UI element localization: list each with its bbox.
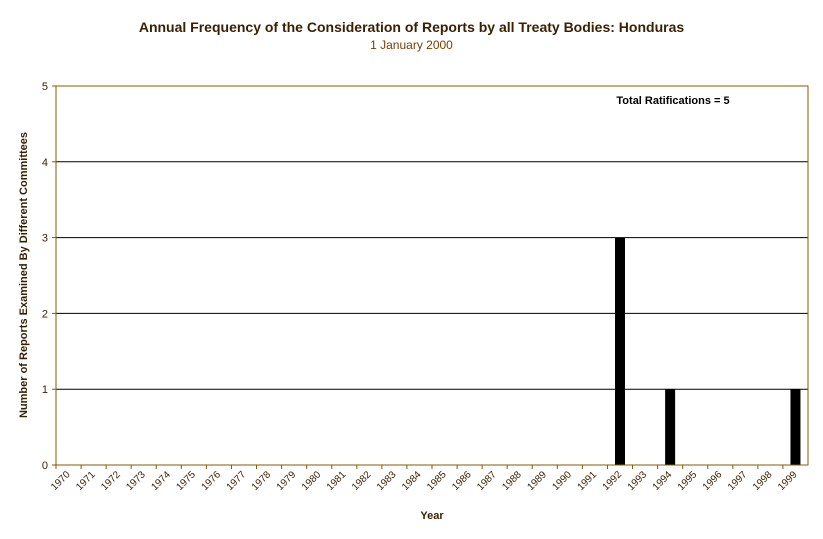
x-tick-label-1982: 1982 [350, 469, 374, 493]
x-tick-label-1999: 1999 [776, 469, 800, 493]
x-tick-label-1990: 1990 [550, 469, 574, 493]
x-tick-label-1983: 1983 [375, 469, 399, 493]
y-tick-label-5: 5 [42, 81, 48, 93]
x-tick-label-1973: 1973 [124, 469, 148, 493]
total-ratifications-annotation: Total Ratifications = 5 [616, 95, 729, 107]
x-tick-label-1978: 1978 [250, 469, 274, 493]
x-tick-label-1980: 1980 [300, 469, 324, 493]
x-tick-label-1989: 1989 [525, 469, 549, 493]
x-tick-label-1995: 1995 [676, 469, 700, 493]
bar-1994 [665, 389, 676, 465]
x-tick-label-1986: 1986 [450, 469, 474, 493]
bar-1992 [615, 237, 625, 465]
x-tick-labels: 1970 1971 1972 1973 1974 1975 1976 1977 1978 1979… [49, 465, 800, 493]
x-tick-label-1997: 1997 [726, 469, 750, 493]
plot-frame [55, 85, 809, 466]
bar-1999 [790, 389, 801, 465]
y-tick-label-3: 3 [42, 233, 48, 245]
chart-subtitle: 1 January 2000 [370, 38, 453, 52]
x-tick-label-1984: 1984 [400, 469, 424, 493]
x-tick-label-1998: 1998 [751, 469, 775, 493]
x-tick-label-1979: 1979 [275, 469, 299, 493]
x-tick-label-1985: 1985 [425, 469, 449, 493]
x-axis-label: Year [420, 510, 444, 522]
bars [615, 237, 801, 465]
x-tick-label-1987: 1987 [475, 469, 499, 493]
x-tick-label-1994: 1994 [651, 469, 675, 493]
x-tick-label-1974: 1974 [149, 469, 173, 493]
x-tick-label-1981: 1981 [325, 469, 349, 493]
chart-title: Annual Frequency of the Consideration of… [138, 19, 685, 35]
x-tick-label-1976: 1976 [200, 469, 224, 493]
x-tick-label-1992: 1992 [601, 469, 625, 493]
x-tick-label-1993: 1993 [626, 469, 650, 493]
x-tick-label-1988: 1988 [500, 469, 524, 493]
x-tick-label-1977: 1977 [225, 469, 249, 493]
x-tick-label-1970: 1970 [49, 469, 73, 493]
y-tick-label-1: 1 [42, 384, 48, 396]
y-tick-label-0: 0 [42, 460, 48, 472]
y-axis-label: Number of Reports Examined By Different … [18, 132, 30, 418]
x-tick-label-1971: 1971 [74, 469, 98, 493]
x-tick-label-1996: 1996 [701, 469, 725, 493]
grid-lines [56, 161, 808, 390]
y-tick-label-2: 2 [42, 308, 48, 320]
x-tick-label-1991: 1991 [576, 469, 600, 493]
y-tick-label-4: 4 [42, 157, 48, 169]
x-tick-label-1972: 1972 [99, 469, 123, 493]
x-tick-label-1975: 1975 [174, 469, 198, 493]
y-tick-labels: 0 1 2 3 4 5 [42, 81, 56, 472]
axes [55, 85, 809, 466]
